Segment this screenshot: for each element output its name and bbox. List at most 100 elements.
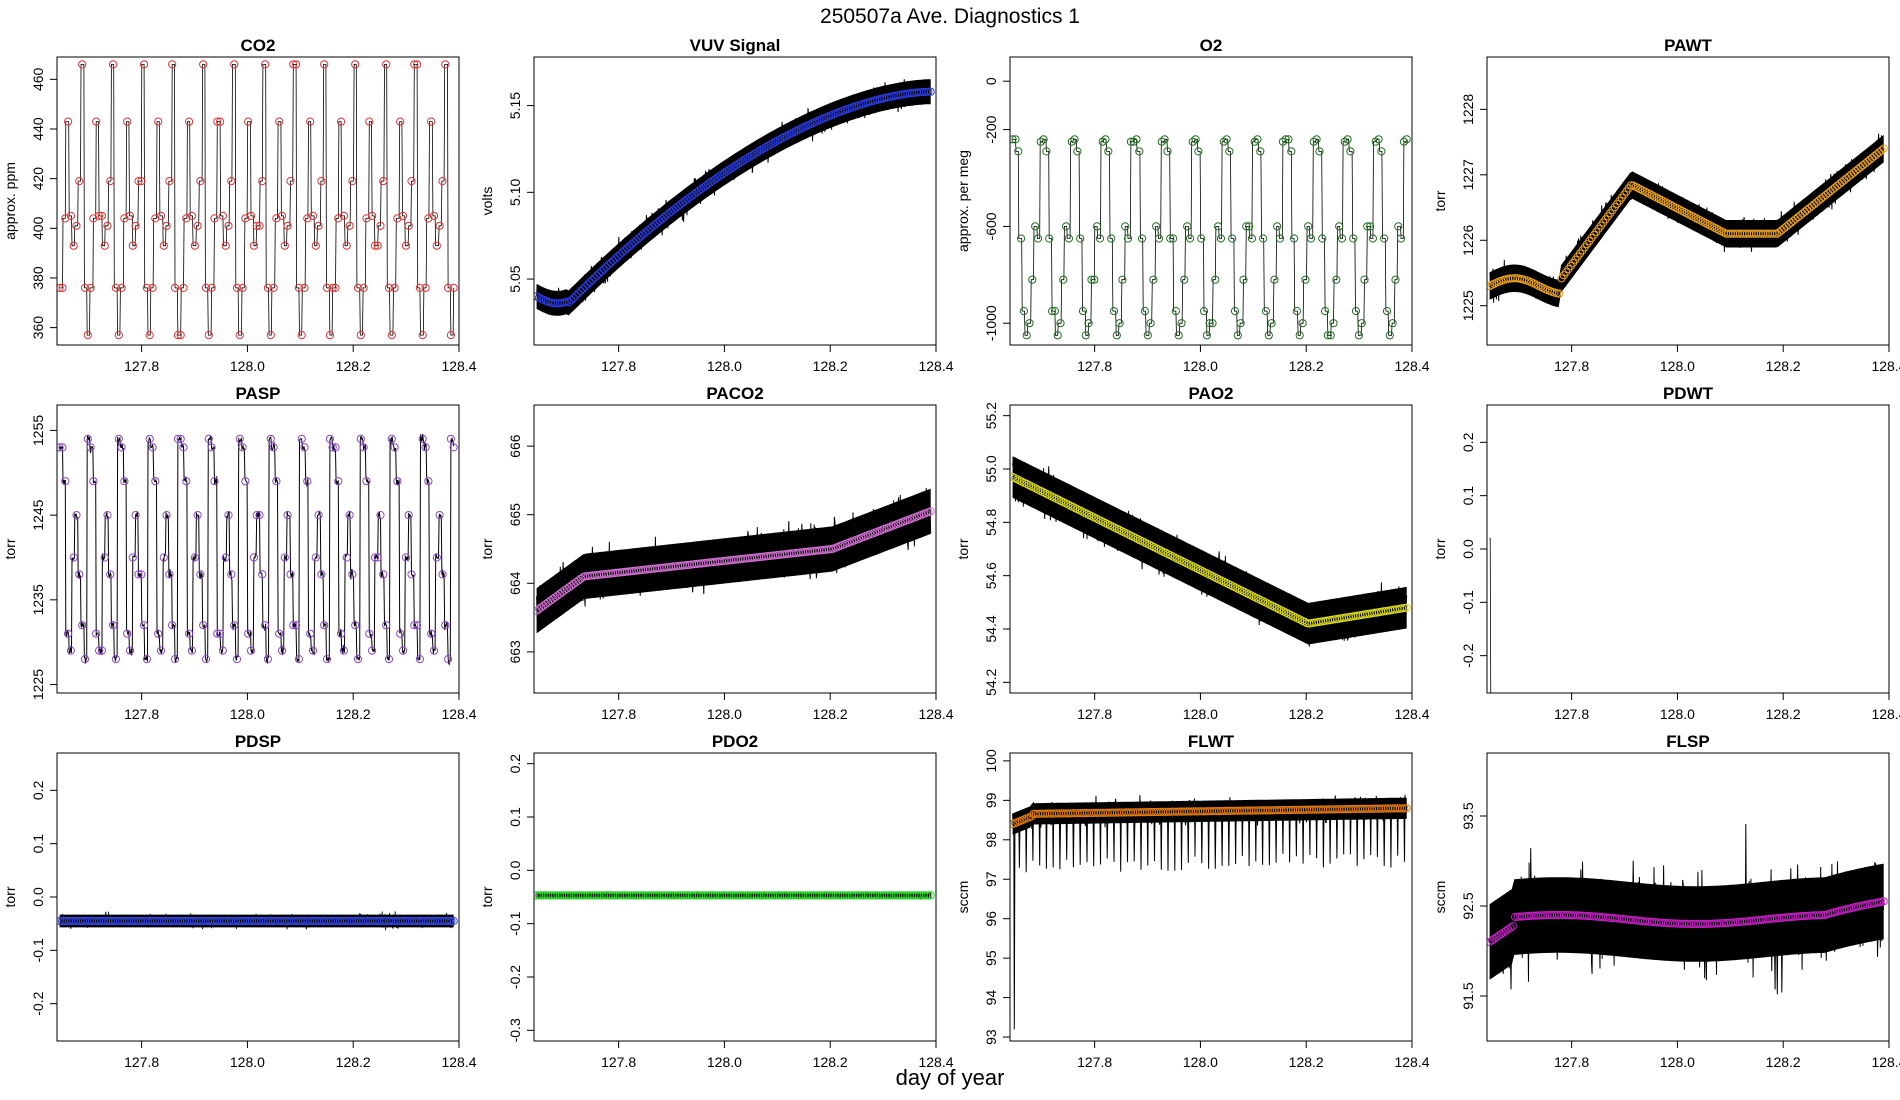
y-tick-label: 54.6 — [983, 562, 999, 589]
average-marker — [156, 646, 166, 655]
average-marker — [224, 221, 233, 230]
average-marker — [1081, 331, 1090, 340]
x-tick-label: 127.8 — [1077, 706, 1112, 722]
y-tick-label: 93 — [983, 1029, 999, 1045]
average-marker — [1318, 234, 1327, 243]
average-marker — [213, 117, 222, 126]
panel-title: PASP — [235, 384, 280, 403]
average-marker — [432, 241, 441, 250]
average-marker — [1048, 307, 1057, 316]
data-layer — [534, 79, 935, 316]
average-marker — [368, 646, 377, 655]
y-tick-label: -0.2 — [30, 991, 46, 1015]
average-marker — [297, 434, 306, 443]
average-marker — [103, 221, 112, 230]
average-marker — [317, 177, 326, 186]
average-marker — [1027, 812, 1036, 821]
average-marker — [1247, 234, 1257, 243]
y-tick-label: 91.5 — [1460, 982, 1476, 1009]
x-tick-label: 128.2 — [1289, 358, 1324, 374]
x-tick-label: 128.4 — [441, 358, 476, 374]
average-marker — [1143, 331, 1152, 340]
average-marker — [159, 241, 168, 250]
average-marker — [151, 214, 160, 223]
y-tick-label: 1225 — [1460, 290, 1476, 321]
average-marker — [179, 283, 188, 292]
average-marker — [438, 177, 447, 186]
average-marker — [390, 283, 399, 292]
average-marker — [272, 477, 281, 486]
average-marker — [565, 298, 574, 307]
average-marker — [314, 510, 323, 520]
average-marker — [1292, 307, 1302, 316]
average-marker — [221, 553, 230, 562]
y-tick-label: 420 — [30, 167, 46, 191]
y-axis-label: torr — [955, 538, 971, 559]
average-marker — [1202, 331, 1212, 340]
average-marker — [1132, 135, 1141, 144]
x-tick-label: 127.8 — [601, 1054, 636, 1070]
y-tick-label: 440 — [30, 117, 46, 141]
data-layer — [534, 891, 935, 901]
panel-title: PDO2 — [712, 732, 758, 751]
average-marker — [1126, 137, 1136, 146]
y-tick-label: 92.5 — [1460, 892, 1476, 919]
x-tick-label: 128.4 — [1394, 706, 1429, 722]
average-marker — [574, 289, 583, 298]
average-marker — [1191, 135, 1200, 144]
average-marker — [376, 510, 385, 520]
average-marker — [1346, 147, 1355, 156]
average-marker — [926, 87, 935, 96]
average-marker — [145, 331, 154, 340]
average-marker — [924, 87, 933, 96]
y-tick-label: -0.1 — [30, 938, 46, 962]
average-marker — [922, 891, 931, 900]
average-marker — [131, 221, 140, 230]
plot-frame — [56, 404, 460, 694]
y-tick-label: 0.0 — [507, 860, 523, 880]
average-marker — [1152, 222, 1161, 231]
x-tick-label: 128.2 — [1766, 1054, 1801, 1070]
average-marker — [370, 241, 379, 250]
average-marker — [89, 477, 98, 486]
panel-title: PAWT — [1664, 36, 1712, 55]
average-marker — [396, 629, 405, 638]
average-marker — [1039, 135, 1048, 144]
average-marker — [449, 916, 458, 926]
average-marker — [317, 570, 326, 579]
plot-frame — [1486, 56, 1890, 346]
plot-frame — [1009, 56, 1413, 346]
y-tick-label: -1000 — [983, 305, 999, 341]
panel-co2: CO2 approx. ppm 127.8 128.0 128.2 128.4 360 380… — [2, 36, 477, 374]
average-marker — [334, 477, 343, 486]
average-marker — [134, 177, 143, 186]
average-marker — [1095, 234, 1105, 243]
average-marker — [609, 256, 618, 265]
average-marker — [306, 117, 315, 126]
average-marker — [1284, 135, 1293, 144]
average-marker — [190, 553, 199, 562]
average-marker — [221, 241, 230, 250]
average-marker — [618, 248, 627, 257]
average-marker — [620, 246, 629, 255]
y-tick-label: 5.15 — [507, 92, 523, 119]
average-marker — [286, 177, 295, 186]
y-axis-label: torr — [479, 886, 495, 907]
data-layer — [1010, 794, 1411, 1030]
average-marker — [404, 510, 413, 520]
average-marker — [1402, 603, 1411, 612]
average-marker — [1112, 331, 1121, 340]
average-marker — [1304, 222, 1313, 231]
average-marker — [924, 891, 933, 900]
average-marker — [1214, 222, 1223, 231]
average-marker — [1014, 147, 1023, 156]
average-marker — [224, 510, 233, 520]
x-tick-label: 128.2 — [1289, 706, 1324, 722]
average-marker — [1398, 804, 1407, 813]
average-marker — [432, 553, 441, 562]
plot-frame — [1009, 404, 1413, 694]
x-tick-label: 128.2 — [336, 358, 371, 374]
average-marker — [275, 629, 284, 638]
average-marker — [597, 267, 606, 276]
plot-frame — [533, 404, 937, 694]
